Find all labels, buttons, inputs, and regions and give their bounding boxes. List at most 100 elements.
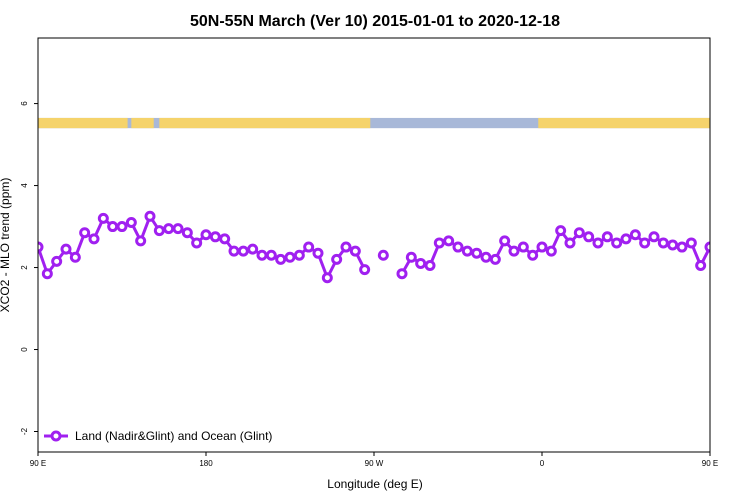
legend-marker-swatch xyxy=(50,430,62,442)
x-tick-label: 180 xyxy=(199,459,213,468)
data-point xyxy=(359,264,371,276)
data-point xyxy=(97,212,109,224)
legend: Land (Nadir&Glint) and Ocean (Glint) xyxy=(44,429,272,443)
data-point xyxy=(396,268,408,280)
data-point xyxy=(135,235,147,247)
ocean-band xyxy=(38,117,710,129)
data-point xyxy=(527,249,539,261)
data-point xyxy=(51,255,63,267)
data-point xyxy=(480,251,492,263)
y-tick-label: 0 xyxy=(20,347,29,352)
data-point xyxy=(452,241,464,253)
data-point xyxy=(461,245,473,257)
data-point xyxy=(471,247,483,259)
land-ocean-strip xyxy=(38,117,710,129)
data-point xyxy=(695,259,707,271)
data-point xyxy=(620,233,632,245)
data-point xyxy=(237,245,249,257)
y-tick-label: -2 xyxy=(20,427,29,435)
data-point xyxy=(555,225,567,237)
data-point xyxy=(69,251,81,263)
legend-entry-label: Land (Nadir&Glint) and Ocean (Glint) xyxy=(75,429,272,443)
data-point xyxy=(489,253,501,265)
data-point xyxy=(743,253,750,261)
data-point xyxy=(667,239,679,251)
data-point xyxy=(312,247,324,259)
x-axis-label: Longitude (deg E) xyxy=(327,477,422,491)
land-segment xyxy=(538,117,710,129)
data-point xyxy=(284,251,296,263)
data-point xyxy=(219,233,231,245)
data-point xyxy=(144,210,156,222)
data-point xyxy=(38,241,44,253)
y-tick-label: 4 xyxy=(20,183,29,188)
data-point xyxy=(181,227,193,239)
data-point xyxy=(331,253,343,265)
data-point xyxy=(265,249,277,261)
x-tick-label: 90 E xyxy=(30,459,46,468)
data-point xyxy=(424,259,436,271)
data-point xyxy=(172,223,184,235)
data-point xyxy=(41,268,53,280)
data-point xyxy=(639,237,651,249)
data-point xyxy=(60,243,72,255)
data-point xyxy=(536,241,548,253)
data-point xyxy=(715,270,723,278)
data-point xyxy=(564,237,576,249)
data-point xyxy=(573,227,585,239)
data-point xyxy=(116,221,128,233)
data-point xyxy=(734,245,742,253)
y-axis-label: XCO2 - MLO trend (ppm) xyxy=(0,178,12,313)
data-point xyxy=(685,237,697,249)
data-point xyxy=(508,245,520,257)
data-point xyxy=(433,237,445,249)
y-tick-label: 2 xyxy=(20,265,29,270)
data-point xyxy=(209,231,221,243)
land-segment xyxy=(131,117,154,129)
data-point xyxy=(725,257,733,265)
data-point xyxy=(321,272,333,284)
data-point xyxy=(517,241,529,253)
data-point xyxy=(592,237,604,249)
data-point xyxy=(415,257,427,269)
data-point xyxy=(377,249,389,261)
x-tick-label: 90 W xyxy=(365,459,384,468)
data-point xyxy=(79,227,91,239)
data-point xyxy=(200,229,212,241)
data-point xyxy=(349,245,361,257)
data-point xyxy=(676,241,688,253)
data-point xyxy=(228,245,240,257)
land-segment xyxy=(159,117,371,129)
y-tick-label: 6 xyxy=(20,101,29,106)
data-point xyxy=(704,241,710,253)
data-point xyxy=(303,241,315,253)
data-point xyxy=(601,231,613,243)
chart-title: 50N-55N March (Ver 10) 2015-01-01 to 202… xyxy=(190,13,560,30)
data-point xyxy=(191,237,203,249)
land-segment xyxy=(38,117,128,129)
series-line-segment xyxy=(38,214,367,280)
data-point xyxy=(125,216,137,228)
data-point xyxy=(340,241,352,253)
series-layer xyxy=(38,210,750,284)
data-point xyxy=(648,231,660,243)
data-point xyxy=(107,221,119,233)
x-tick-label: 0 xyxy=(540,459,545,468)
data-point xyxy=(88,233,100,245)
data-point xyxy=(247,243,259,255)
data-point xyxy=(405,251,417,263)
data-point xyxy=(499,235,511,247)
data-point xyxy=(583,231,595,243)
data-point xyxy=(611,237,623,249)
x-tick-label: 90 E xyxy=(702,459,718,468)
data-point xyxy=(545,245,557,257)
data-point xyxy=(443,235,455,247)
data-point xyxy=(153,225,165,237)
x-axis-ticks: 90 E 180 90 W 0 90 E xyxy=(30,452,718,468)
data-point xyxy=(163,223,175,235)
data-point xyxy=(256,249,268,261)
data-point xyxy=(629,229,641,241)
data-point xyxy=(293,249,305,261)
